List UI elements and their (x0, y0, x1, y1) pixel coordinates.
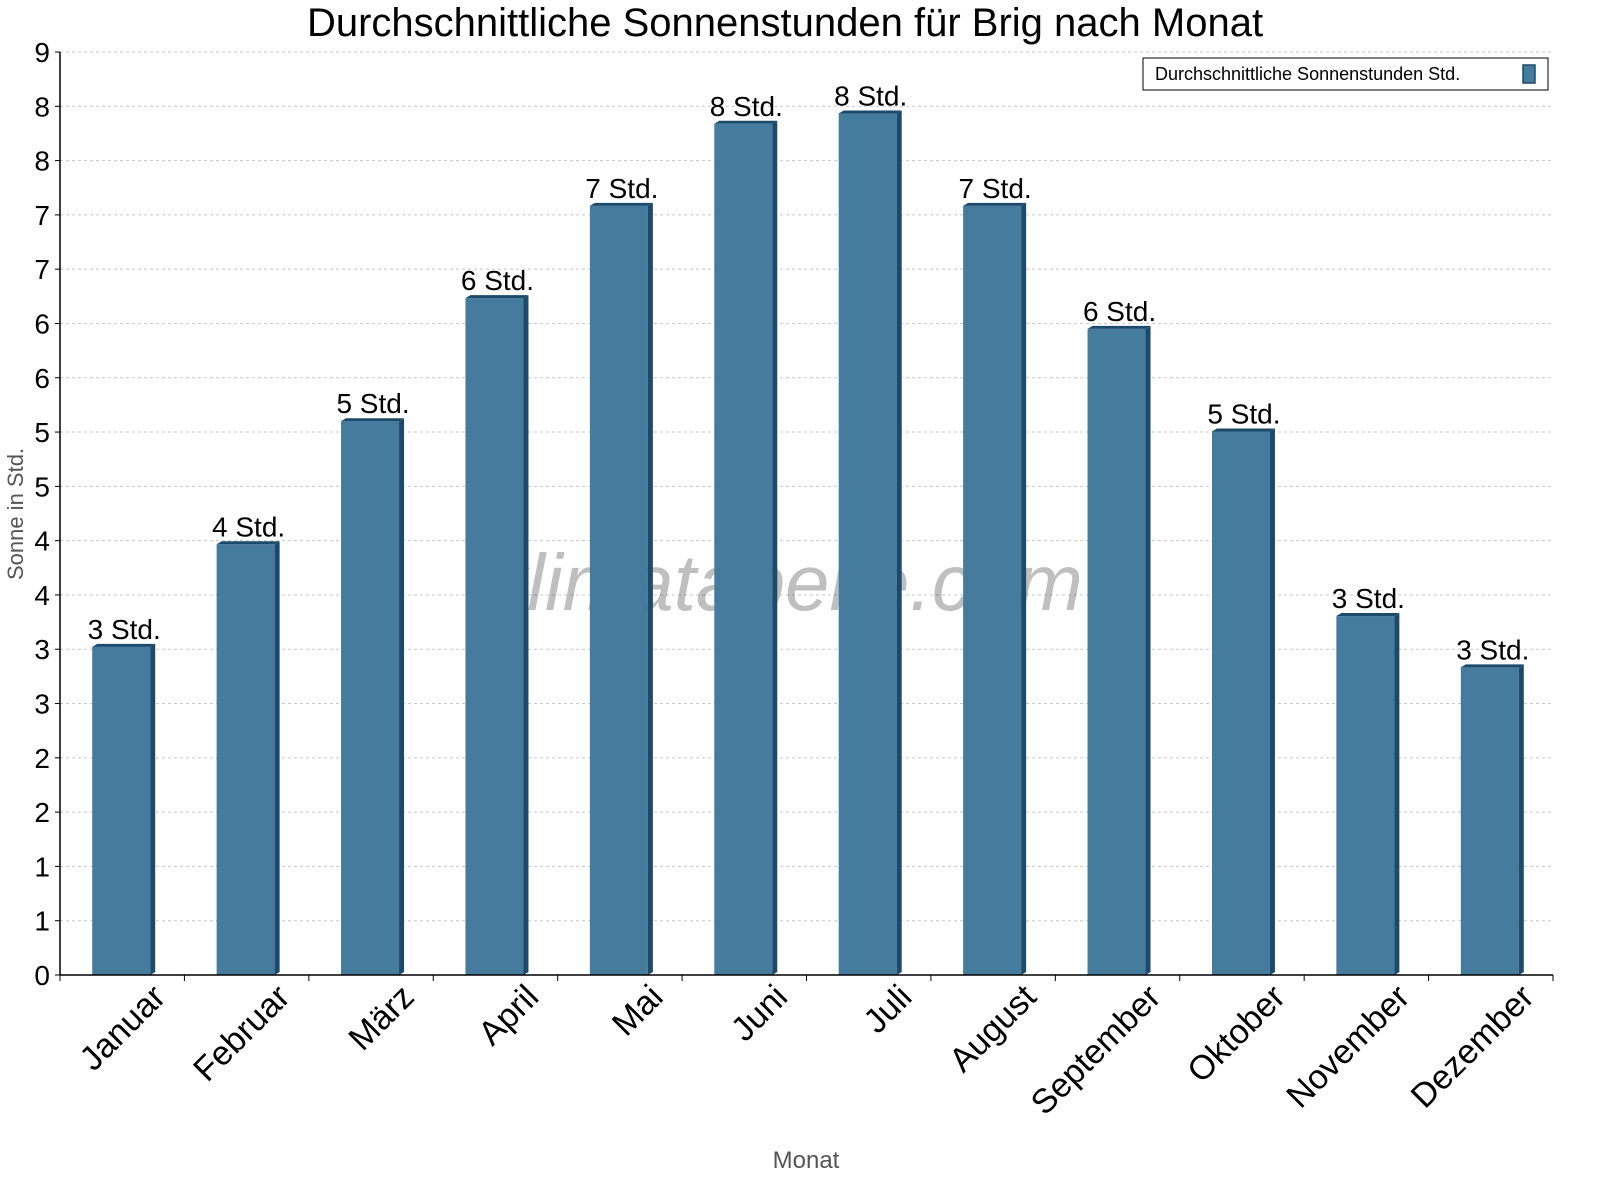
x-tick-label: Januar (72, 978, 172, 1078)
y-tick-label: 6 (34, 308, 50, 339)
bar-side (150, 643, 156, 975)
bar-side (1145, 325, 1151, 975)
y-tick-label: 0 (34, 960, 50, 991)
bar (714, 123, 773, 976)
x-tick-label: Juni (724, 978, 795, 1049)
bar (1460, 667, 1519, 975)
bar-top (1087, 325, 1151, 329)
bar (1211, 431, 1270, 975)
y-tick-label: 1 (34, 851, 50, 882)
bar (1336, 616, 1395, 975)
bar-top (216, 541, 280, 545)
legend-label: Durchschnittliche Sonnenstunden Std. (1155, 64, 1460, 84)
y-tick-label: 6 (34, 363, 50, 394)
bar-side (399, 418, 405, 975)
y-tick-label: 4 (34, 580, 50, 611)
bar-side (274, 541, 280, 975)
bar-top (1336, 613, 1400, 617)
bar-side (1394, 613, 1400, 975)
bar (341, 421, 400, 975)
x-tick-label: August (942, 977, 1044, 1079)
data-label: 8 Std. (710, 91, 783, 122)
bar (216, 544, 275, 975)
bar-top (714, 120, 778, 124)
bar-side (1518, 664, 1524, 975)
chart-title: Durchschnittliche Sonnenstunden für Brig… (307, 1, 1263, 45)
x-axis-label: Monat (773, 1147, 840, 1174)
bar-top (589, 202, 653, 206)
bar-top (1460, 664, 1524, 668)
data-label: 5 Std. (336, 388, 409, 419)
bar-top (341, 418, 405, 422)
x-tick-label: Dezember (1404, 978, 1542, 1116)
data-label: 6 Std. (1083, 296, 1156, 327)
bar (92, 646, 151, 975)
x-tick-label: Mai (605, 978, 671, 1044)
gridlines (60, 51, 1553, 922)
data-label: 7 Std. (959, 173, 1032, 204)
bar-side (896, 110, 902, 976)
data-label: 7 Std. (585, 173, 658, 204)
bar-side (523, 295, 529, 976)
data-label: 5 Std. (1207, 398, 1280, 429)
y-tick-label: 2 (34, 797, 50, 828)
x-tick-label: Februar (186, 978, 297, 1089)
bar-top (838, 110, 902, 114)
bar-side (772, 120, 778, 976)
y-tick-label: 5 (34, 471, 50, 502)
y-tick-label: 4 (34, 526, 50, 557)
x-tick-label: April (471, 978, 546, 1053)
y-tick-label: 1 (34, 906, 50, 937)
data-label: 8 Std. (834, 81, 907, 112)
x-tick-label: Oktober (1180, 978, 1292, 1090)
bar (589, 205, 648, 976)
y-tick-label: 3 (34, 634, 50, 665)
x-tick-label: Juli (856, 978, 919, 1041)
y-tick-label: 7 (34, 200, 50, 231)
y-tick-label: 2 (34, 743, 50, 774)
data-label: 3 Std. (88, 614, 161, 645)
data-label: 3 Std. (1332, 583, 1405, 614)
bar-top (1211, 428, 1275, 432)
y-axis-label: Sonne in Std. (3, 448, 28, 580)
y-tick-label: 8 (34, 91, 50, 122)
y-tick-label: 5 (34, 417, 50, 448)
data-label: 4 Std. (212, 511, 285, 542)
x-tick-label: September (1024, 978, 1168, 1122)
bar (963, 205, 1022, 976)
bar-side (647, 202, 653, 976)
bar (838, 113, 897, 976)
y-tick-label: 9 (34, 37, 50, 68)
bar-top (963, 202, 1027, 206)
bar (1087, 328, 1146, 975)
bar-side (1021, 202, 1027, 976)
data-label: 6 Std. (461, 265, 534, 296)
bar-top (465, 295, 529, 299)
legend-swatch (1522, 64, 1536, 84)
bar (465, 298, 524, 976)
y-tick-label: 3 (34, 689, 50, 720)
legend: Durchschnittliche Sonnenstunden Std. (1142, 57, 1549, 91)
bar-side (1269, 428, 1275, 975)
y-tick-label: 7 (34, 254, 50, 285)
y-tick-label: 8 (34, 146, 50, 177)
bar-top (92, 643, 156, 647)
x-tick-label: November (1279, 978, 1417, 1116)
data-label: 3 Std. (1456, 634, 1529, 665)
bars: 3 Std. 4 Std. 5 Std. 6 Std. 7 Std. 8 Std. 8 St… (88, 81, 1529, 976)
x-tick-label: März (341, 978, 421, 1058)
